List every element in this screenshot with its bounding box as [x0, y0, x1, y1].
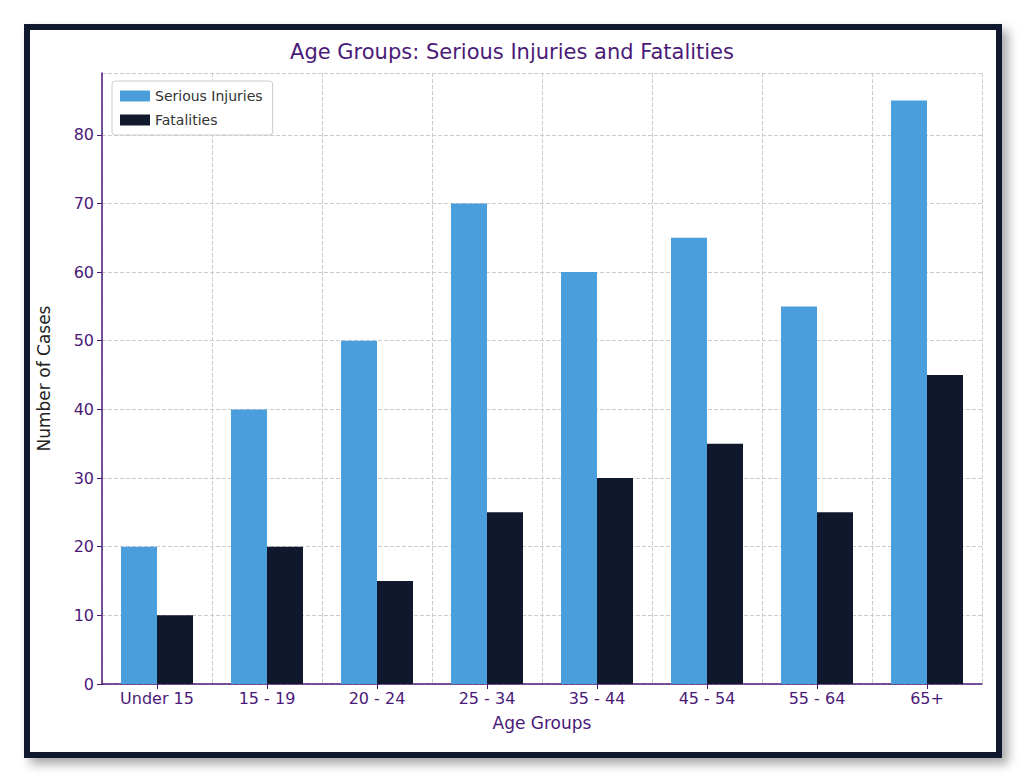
svg-text:Fatalities: Fatalities: [155, 112, 217, 128]
svg-text:10: 10: [74, 606, 94, 625]
svg-text:20: 20: [74, 537, 94, 556]
svg-text:30: 30: [74, 469, 94, 488]
svg-text:Number of Cases: Number of Cases: [34, 305, 54, 451]
svg-text:Age Groups: Serious Injuries a: Age Groups: Serious Injuries and Fatalit…: [290, 40, 734, 64]
svg-text:60: 60: [74, 263, 94, 282]
svg-text:Under 15: Under 15: [120, 689, 194, 708]
svg-text:45 - 54: 45 - 54: [679, 689, 736, 708]
svg-text:50: 50: [74, 331, 94, 350]
svg-text:15 - 19: 15 - 19: [239, 689, 296, 708]
svg-text:65+: 65+: [910, 689, 944, 708]
svg-text:20 - 24: 20 - 24: [349, 689, 406, 708]
svg-text:80: 80: [74, 125, 94, 144]
svg-text:25 - 34: 25 - 34: [459, 689, 516, 708]
svg-text:Age Groups: Age Groups: [493, 713, 592, 733]
svg-text:40: 40: [74, 400, 94, 419]
svg-text:70: 70: [74, 194, 94, 213]
svg-text:35 - 44: 35 - 44: [569, 689, 626, 708]
svg-text:Serious Injuries: Serious Injuries: [155, 88, 263, 104]
svg-text:0: 0: [84, 675, 94, 694]
svg-text:55 - 64: 55 - 64: [789, 689, 846, 708]
